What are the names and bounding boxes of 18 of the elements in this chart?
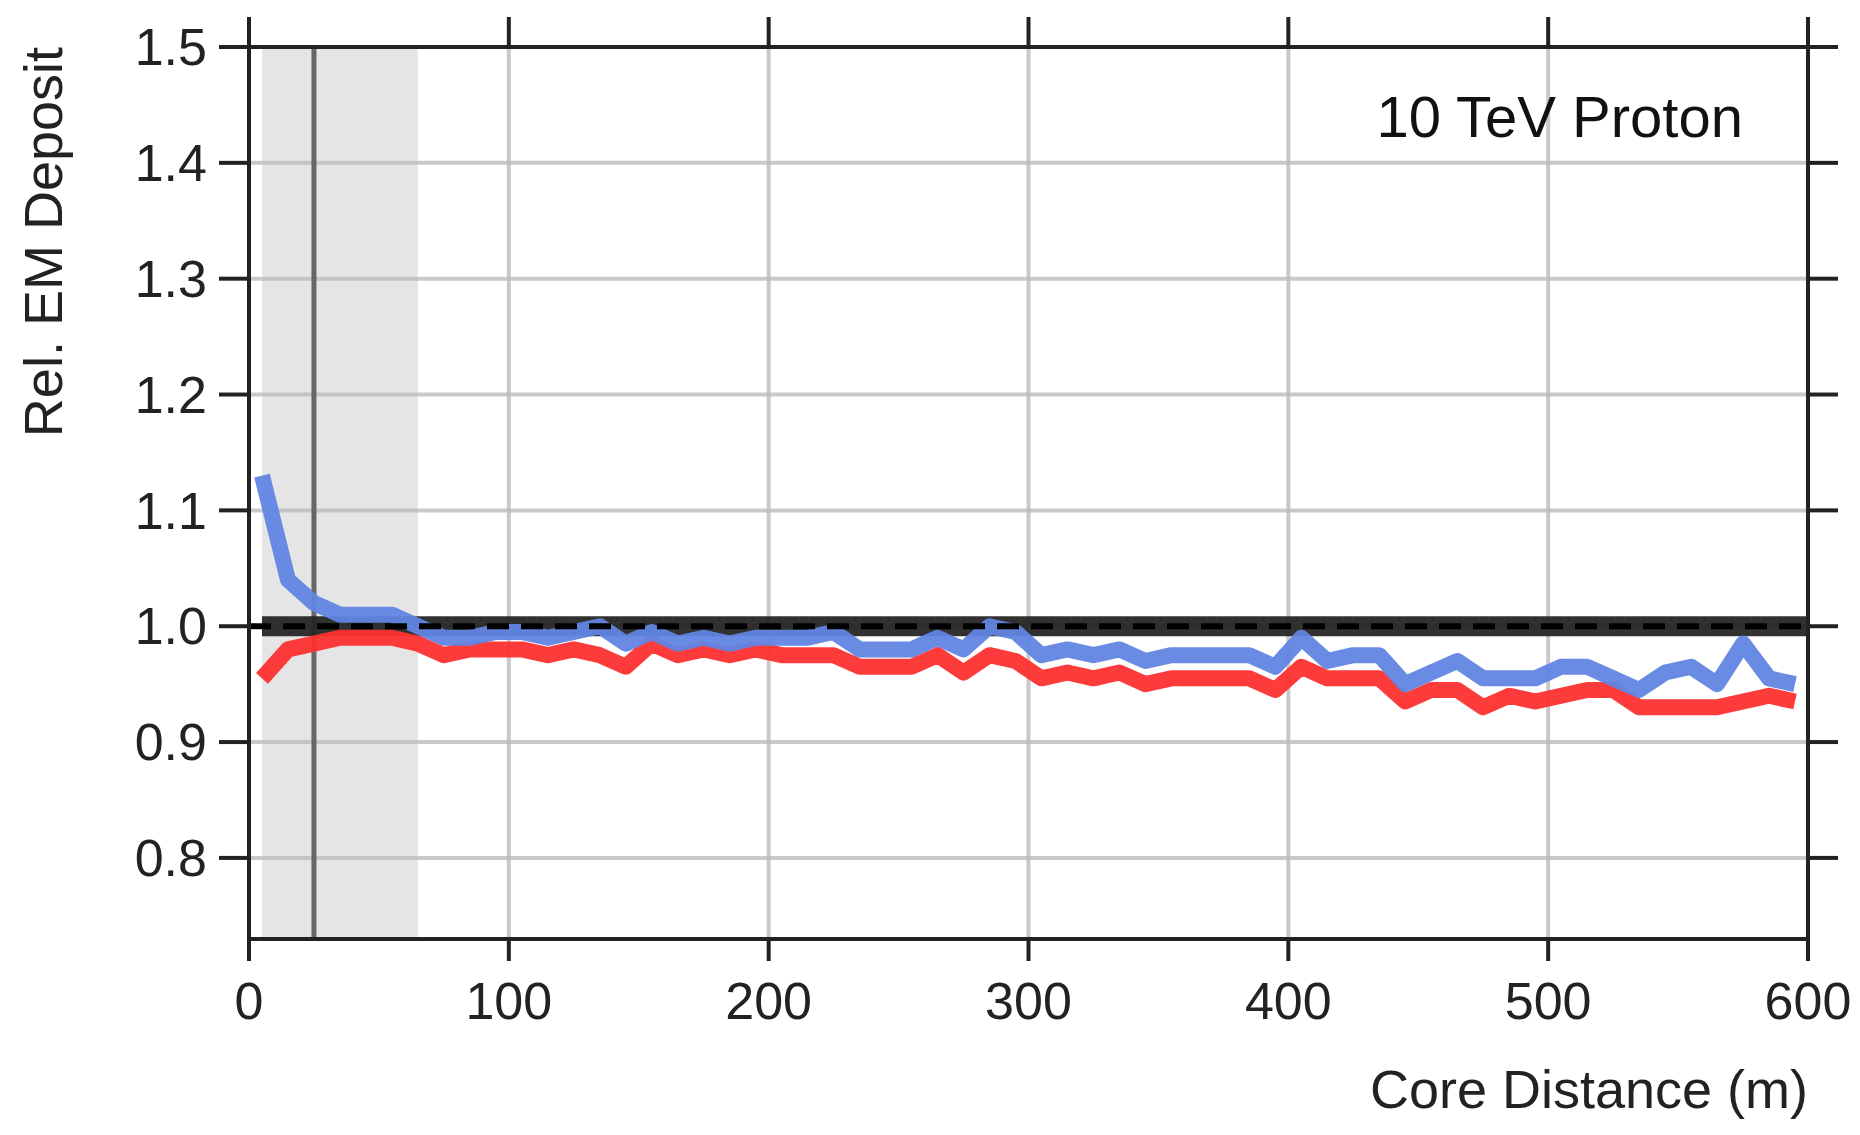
y-tick-label: 1.2 — [134, 365, 207, 424]
annotation: 10 TeV Proton — [1376, 84, 1743, 149]
x-axis-title: Core Distance (m) — [1369, 1059, 1808, 1119]
y-tick-label: 1.5 — [134, 18, 207, 77]
y-axis-title: Rel. EM Deposit — [13, 47, 73, 438]
y-tick-label: 1.0 — [134, 597, 207, 656]
x-tick-label: 600 — [1764, 972, 1852, 1030]
x-tick-label: 300 — [985, 972, 1072, 1030]
x-tick-label: 500 — [1504, 972, 1592, 1030]
y-tick-label: 0.8 — [134, 829, 207, 888]
y-tick-label: 1.4 — [134, 134, 207, 193]
y-tick-label: 1.3 — [134, 249, 207, 308]
x-tick-label: 200 — [725, 972, 813, 1030]
y-tick-label: 1.1 — [134, 481, 207, 540]
x-tick-label: 400 — [1244, 972, 1332, 1030]
x-tick-label: 0 — [234, 972, 264, 1030]
y-tick-label: 0.9 — [134, 713, 207, 772]
x-tick-label: 100 — [465, 972, 553, 1030]
